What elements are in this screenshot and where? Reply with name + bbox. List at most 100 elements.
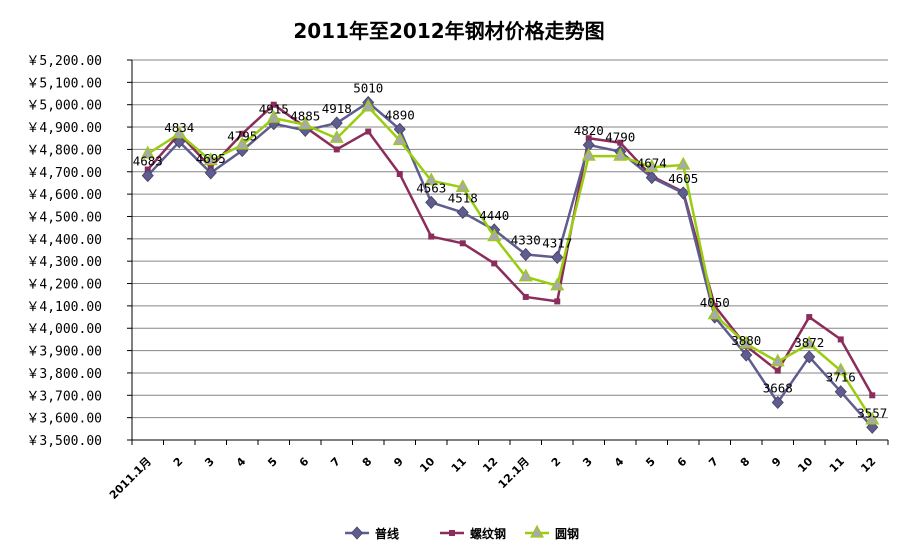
legend-item: 圆钢 <box>525 524 579 541</box>
point-marker <box>329 129 344 143</box>
point-marker <box>869 392 876 399</box>
y-tick-label: ￥4,300.00 <box>26 255 102 270</box>
point-marker <box>676 156 691 170</box>
point-marker <box>802 335 817 349</box>
y-tick-label: ￥5,000.00 <box>26 99 102 114</box>
point-marker <box>707 306 722 320</box>
point-marker <box>613 147 628 161</box>
data-label: 5010 <box>353 80 383 95</box>
data-label: 4518 <box>448 190 478 205</box>
legend-item: 普线 <box>345 526 399 541</box>
point-marker <box>711 302 718 309</box>
point-marker <box>834 385 847 399</box>
legend-label: 圆钢 <box>555 526 579 541</box>
point-marker <box>833 362 848 376</box>
point-marker <box>424 172 439 186</box>
point-marker <box>550 277 565 291</box>
point-marker <box>428 233 435 240</box>
data-label: 4605 <box>668 171 698 186</box>
point-marker <box>554 298 561 305</box>
legend: 普线 螺纹钢 圆钢 <box>345 524 579 541</box>
y-tick-label: ￥4,500.00 <box>26 210 102 225</box>
point-marker <box>644 159 659 172</box>
legend-item: 螺纹钢 <box>440 526 506 541</box>
data-label: 4317 <box>542 235 572 250</box>
chart-title: 2011年至2012年钢材价格走势图 <box>293 19 604 43</box>
y-tick-label: ￥3,700.00 <box>26 389 102 404</box>
series-c <box>140 98 880 425</box>
point-marker <box>425 195 438 209</box>
point-marker <box>203 152 218 166</box>
y-tick-label: ￥4,400.00 <box>26 233 102 248</box>
point-marker <box>173 135 186 149</box>
y-tick-label: ￥3,800.00 <box>26 367 102 382</box>
point-marker <box>456 205 469 220</box>
y-tick-label: ￥4,000.00 <box>26 322 102 337</box>
data-label: 4674 <box>637 156 667 171</box>
point-marker <box>455 179 470 193</box>
point-marker <box>806 314 813 321</box>
point-marker <box>365 128 372 135</box>
data-label: 3880 <box>731 333 761 348</box>
point-marker <box>235 136 250 150</box>
point-marker <box>172 125 187 139</box>
y-tick-label: ￥3,900.00 <box>26 345 102 360</box>
data-label: 4050 <box>700 295 730 310</box>
point-marker <box>837 336 844 343</box>
gridlines <box>127 59 888 441</box>
data-label: 4885 <box>290 108 320 123</box>
y-tick-label: ￥4,100.00 <box>26 300 102 315</box>
point-marker <box>529 524 545 538</box>
point-marker <box>865 411 880 425</box>
data-label: 3668 <box>763 380 793 395</box>
point-marker <box>396 171 403 177</box>
point-marker <box>141 168 154 183</box>
data-label: 4915 <box>259 102 289 117</box>
data-label: 4790 <box>605 130 635 145</box>
point-marker <box>770 353 785 367</box>
data-label: 3716 <box>826 370 856 385</box>
point-marker <box>585 135 592 142</box>
data-label: 3557 <box>857 405 887 420</box>
y-axis-tick-labels: ￥3,500.00 ￥3,600.00 ￥3,700.00 ￥3,800.00 ￥3,9… <box>26 54 102 449</box>
y-tick-label: ￥4,900.00 <box>26 121 102 136</box>
data-label: 4695 <box>196 151 226 166</box>
point-marker <box>740 348 753 362</box>
data-label: 4683 <box>133 154 163 169</box>
point-marker <box>361 98 376 112</box>
point-marker <box>239 130 246 137</box>
point-marker <box>677 186 690 200</box>
y-tick-label: ￥4,800.00 <box>26 143 102 158</box>
point-marker <box>459 240 466 247</box>
series-lines <box>140 95 880 434</box>
point-marker <box>803 350 816 364</box>
point-marker <box>774 367 781 374</box>
data-label: 4330 <box>511 232 541 247</box>
legend-label: 螺纹钢 <box>470 526 506 541</box>
point-marker <box>333 146 340 153</box>
data-label: 4440 <box>479 208 509 223</box>
y-tick-label: ￥5,100.00 <box>26 76 102 91</box>
legend-label: 普线 <box>375 526 399 541</box>
y-tick-label: ￥4,700.00 <box>26 166 102 181</box>
point-marker <box>330 116 343 130</box>
y-tick-label: ￥4,200.00 <box>26 278 102 293</box>
data-label: 3872 <box>794 335 824 350</box>
point-marker <box>518 268 533 282</box>
point-marker <box>392 132 407 146</box>
series-line <box>146 103 874 396</box>
point-marker <box>581 147 596 161</box>
y-tick-label: ￥3,600.00 <box>26 412 102 427</box>
data-label: 4834 <box>164 120 194 135</box>
point-marker <box>519 247 532 262</box>
data-label: 4795 <box>227 129 257 144</box>
point-marker <box>140 145 155 159</box>
point-marker <box>551 250 564 264</box>
axes <box>131 60 889 445</box>
point-marker <box>298 116 313 130</box>
point-marker <box>270 101 277 108</box>
point-marker <box>204 166 217 180</box>
